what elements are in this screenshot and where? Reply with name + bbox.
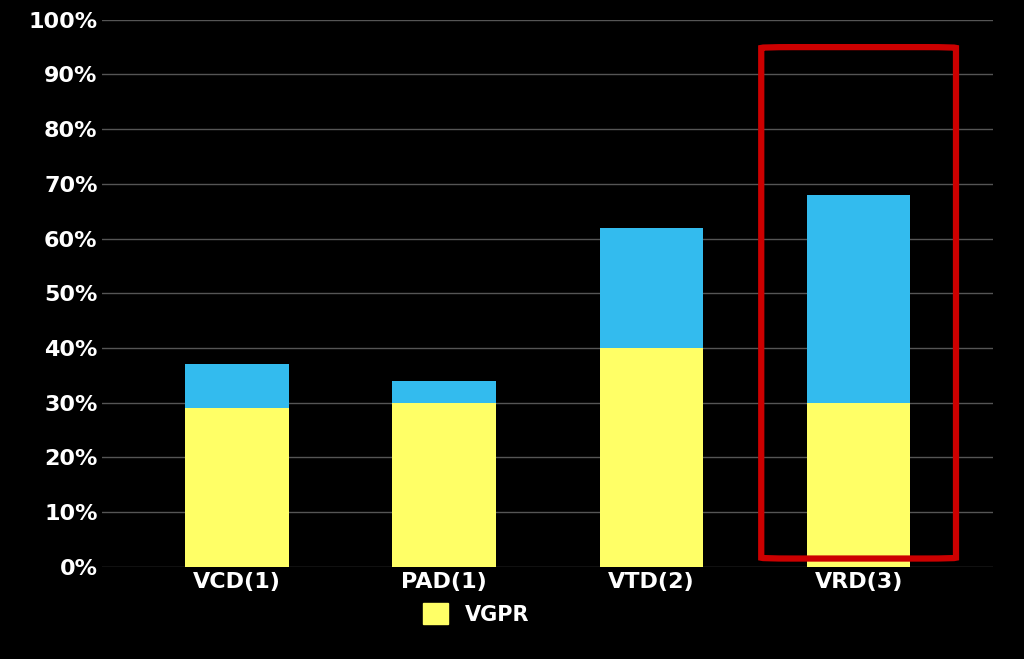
Legend: VGPR: VGPR [415, 594, 538, 633]
Bar [185, 408, 289, 567]
Bar [600, 227, 703, 348]
Bar [392, 403, 496, 567]
Bar [807, 403, 910, 567]
Bar [600, 348, 703, 567]
Bar [392, 381, 496, 403]
Bar [185, 364, 289, 408]
Bar [807, 195, 910, 403]
